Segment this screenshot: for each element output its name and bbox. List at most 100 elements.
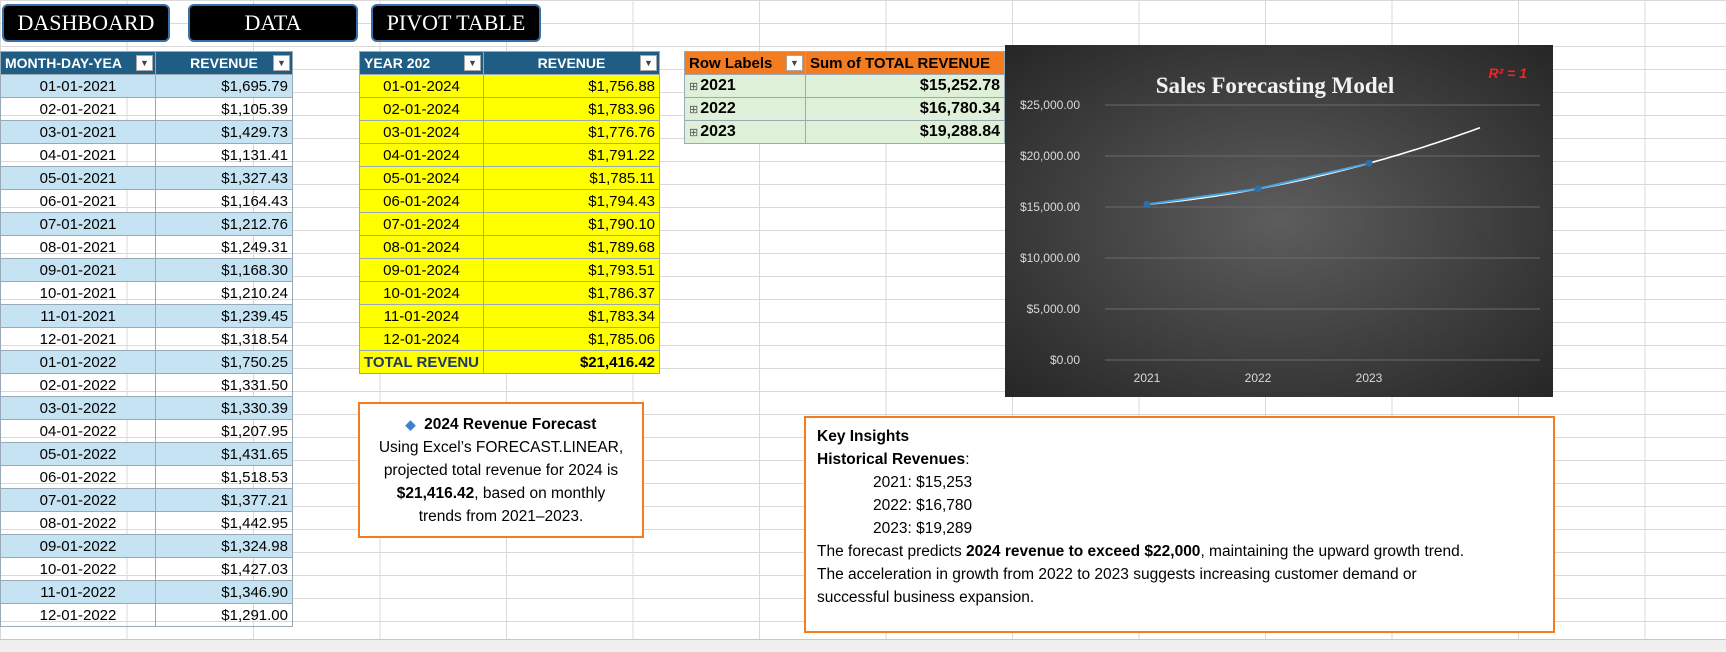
- table-row[interactable]: 07-01-2024 $1,790.10: [358, 212, 661, 236]
- table-row[interactable]: 05-01-2021 $1,327.43: [0, 166, 293, 190]
- revenue-cell[interactable]: $1,776.76: [483, 120, 661, 144]
- date-cell[interactable]: 10-01-2021: [0, 281, 156, 305]
- table-row[interactable]: 11-01-2021 $1,239.45: [0, 304, 293, 328]
- date-cell[interactable]: 08-01-2021: [0, 235, 156, 259]
- revenue-cell[interactable]: $1,249.31: [155, 235, 293, 259]
- date-cell[interactable]: 12-01-2022: [0, 603, 156, 627]
- revenue-cell[interactable]: $1,327.43: [155, 166, 293, 190]
- pivot-sum-cell[interactable]: $16,780.34: [805, 97, 1005, 121]
- filter-dropdown-icon[interactable]: ▼: [136, 55, 153, 71]
- month-day-year-header[interactable]: MONTH-DAY-YEA ▼: [0, 51, 156, 75]
- revenue-cell[interactable]: $1,105.39: [155, 97, 293, 121]
- revenue-cell[interactable]: $1,207.95: [155, 419, 293, 443]
- revenue-cell[interactable]: $1,212.76: [155, 212, 293, 236]
- table-row[interactable]: 11-01-2024 $1,783.34: [358, 304, 661, 328]
- revenue-cell[interactable]: $1,210.24: [155, 281, 293, 305]
- date-cell[interactable]: 07-01-2024: [358, 212, 485, 236]
- date-cell[interactable]: 05-01-2021: [0, 166, 156, 190]
- filter-dropdown-icon[interactable]: ▼: [786, 55, 803, 71]
- expand-icon[interactable]: ⊞: [689, 127, 699, 139]
- date-cell[interactable]: 06-01-2022: [0, 465, 156, 489]
- table-row[interactable]: 05-01-2024 $1,785.11: [358, 166, 661, 190]
- table-row[interactable]: 07-01-2021 $1,212.76: [0, 212, 293, 236]
- date-cell[interactable]: 05-01-2024: [358, 166, 485, 190]
- revenue-cell[interactable]: $1,518.53: [155, 465, 293, 489]
- table-row[interactable]: 08-01-2021 $1,249.31: [0, 235, 293, 259]
- revenue-cell[interactable]: $1,785.11: [483, 166, 661, 190]
- revenue-cell[interactable]: $1,324.98: [155, 534, 293, 558]
- table-row[interactable]: 01-01-2024 $1,756.88: [358, 74, 661, 98]
- dashboard-button[interactable]: DASHBOARD: [2, 4, 170, 42]
- revenue-cell[interactable]: $1,239.45: [155, 304, 293, 328]
- table-row[interactable]: 11-01-2022 $1,346.90: [0, 580, 293, 604]
- revenue-cell[interactable]: $1,427.03: [155, 557, 293, 581]
- date-cell[interactable]: 04-01-2021: [0, 143, 156, 167]
- revenue-cell[interactable]: $1,291.00: [155, 603, 293, 627]
- forecast-total-row[interactable]: TOTAL REVENU $21,416.42: [358, 350, 661, 374]
- table-row[interactable]: 07-01-2022 $1,377.21: [0, 488, 293, 512]
- date-cell[interactable]: 08-01-2024: [358, 235, 485, 259]
- sales-forecast-chart[interactable]: $0.00 $5,000.00 $10,000.00 $15,000.00 $20,00…: [1005, 45, 1553, 397]
- table-row[interactable]: 04-01-2024 $1,791.22: [358, 143, 661, 167]
- year-header[interactable]: YEAR 202 ▼: [358, 51, 485, 75]
- revenue-cell[interactable]: $1,789.68: [483, 235, 661, 259]
- date-cell[interactable]: 01-01-2021: [0, 74, 156, 98]
- filter-dropdown-icon[interactable]: ▼: [273, 55, 290, 71]
- table-row[interactable]: 03-01-2024 $1,776.76: [358, 120, 661, 144]
- table-row[interactable]: 01-01-2022 $1,750.25: [0, 350, 293, 374]
- revenue-cell[interactable]: $1,756.88: [483, 74, 661, 98]
- table-row[interactable]: 08-01-2024 $1,789.68: [358, 235, 661, 259]
- filter-dropdown-icon[interactable]: ▼: [464, 55, 482, 71]
- pivot-year-cell[interactable]: ⊞ 2022: [684, 97, 806, 121]
- table-row[interactable]: 04-01-2021 $1,131.41: [0, 143, 293, 167]
- revenue-cell[interactable]: $1,431.65: [155, 442, 293, 466]
- revenue-cell[interactable]: $1,429.73: [155, 120, 293, 144]
- expand-icon[interactable]: ⊞: [689, 81, 699, 93]
- date-cell[interactable]: 09-01-2022: [0, 534, 156, 558]
- date-cell[interactable]: 01-01-2022: [0, 350, 156, 374]
- date-cell[interactable]: 03-01-2024: [358, 120, 485, 144]
- table-row[interactable]: 10-01-2024 $1,786.37: [358, 281, 661, 305]
- date-cell[interactable]: 01-01-2024: [358, 74, 485, 98]
- revenue-cell[interactable]: $1,750.25: [155, 350, 293, 374]
- revenue-cell[interactable]: $1,783.34: [483, 304, 661, 328]
- date-cell[interactable]: 08-01-2022: [0, 511, 156, 535]
- pivot-row[interactable]: ⊞ 2021 $15,252.78: [684, 74, 1005, 98]
- revenue-cell[interactable]: $1,794.43: [483, 189, 661, 213]
- table-row[interactable]: 06-01-2021 $1,164.43: [0, 189, 293, 213]
- table-row[interactable]: 09-01-2024 $1,793.51: [358, 258, 661, 282]
- revenue-cell[interactable]: $1,318.54: [155, 327, 293, 351]
- date-cell[interactable]: 11-01-2022: [0, 580, 156, 604]
- pivot-table-button[interactable]: PIVOT TABLE: [371, 4, 541, 42]
- revenue-header[interactable]: REVENUE ▼: [155, 51, 293, 75]
- table-row[interactable]: 10-01-2021 $1,210.24: [0, 281, 293, 305]
- table-row[interactable]: 05-01-2022 $1,431.65: [0, 442, 293, 466]
- table-row[interactable]: 08-01-2022 $1,442.95: [0, 511, 293, 535]
- date-cell[interactable]: 02-01-2022: [0, 373, 156, 397]
- revenue-cell[interactable]: $1,695.79: [155, 74, 293, 98]
- table-row[interactable]: 12-01-2021 $1,318.54: [0, 327, 293, 351]
- date-cell[interactable]: 10-01-2022: [0, 557, 156, 581]
- revenue-cell[interactable]: $1,783.96: [483, 97, 661, 121]
- revenue-cell[interactable]: $1,785.06: [483, 327, 661, 351]
- revenue-cell[interactable]: $1,790.10: [483, 212, 661, 236]
- date-cell[interactable]: 06-01-2024: [358, 189, 485, 213]
- date-cell[interactable]: 03-01-2022: [0, 396, 156, 420]
- pivot-year-cell[interactable]: ⊞ 2021: [684, 74, 806, 98]
- pivot-sum-cell[interactable]: $19,288.84: [805, 120, 1005, 144]
- forecast-revenue-header[interactable]: REVENUE ▼: [483, 51, 661, 75]
- table-row[interactable]: 02-01-2021 $1,105.39: [0, 97, 293, 121]
- data-button[interactable]: DATA: [188, 4, 358, 42]
- pivot-sum-cell[interactable]: $15,252.78: [805, 74, 1005, 98]
- revenue-cell[interactable]: $1,164.43: [155, 189, 293, 213]
- revenue-cell[interactable]: $1,442.95: [155, 511, 293, 535]
- date-cell[interactable]: 02-01-2024: [358, 97, 485, 121]
- date-cell[interactable]: 07-01-2021: [0, 212, 156, 236]
- date-cell[interactable]: 09-01-2021: [0, 258, 156, 282]
- date-cell[interactable]: 09-01-2024: [358, 258, 485, 282]
- date-cell[interactable]: 02-01-2021: [0, 97, 156, 121]
- sheet-tab-bar[interactable]: [0, 639, 1726, 652]
- revenue-cell[interactable]: $1,791.22: [483, 143, 661, 167]
- revenue-cell[interactable]: $1,786.37: [483, 281, 661, 305]
- table-row[interactable]: 09-01-2021 $1,168.30: [0, 258, 293, 282]
